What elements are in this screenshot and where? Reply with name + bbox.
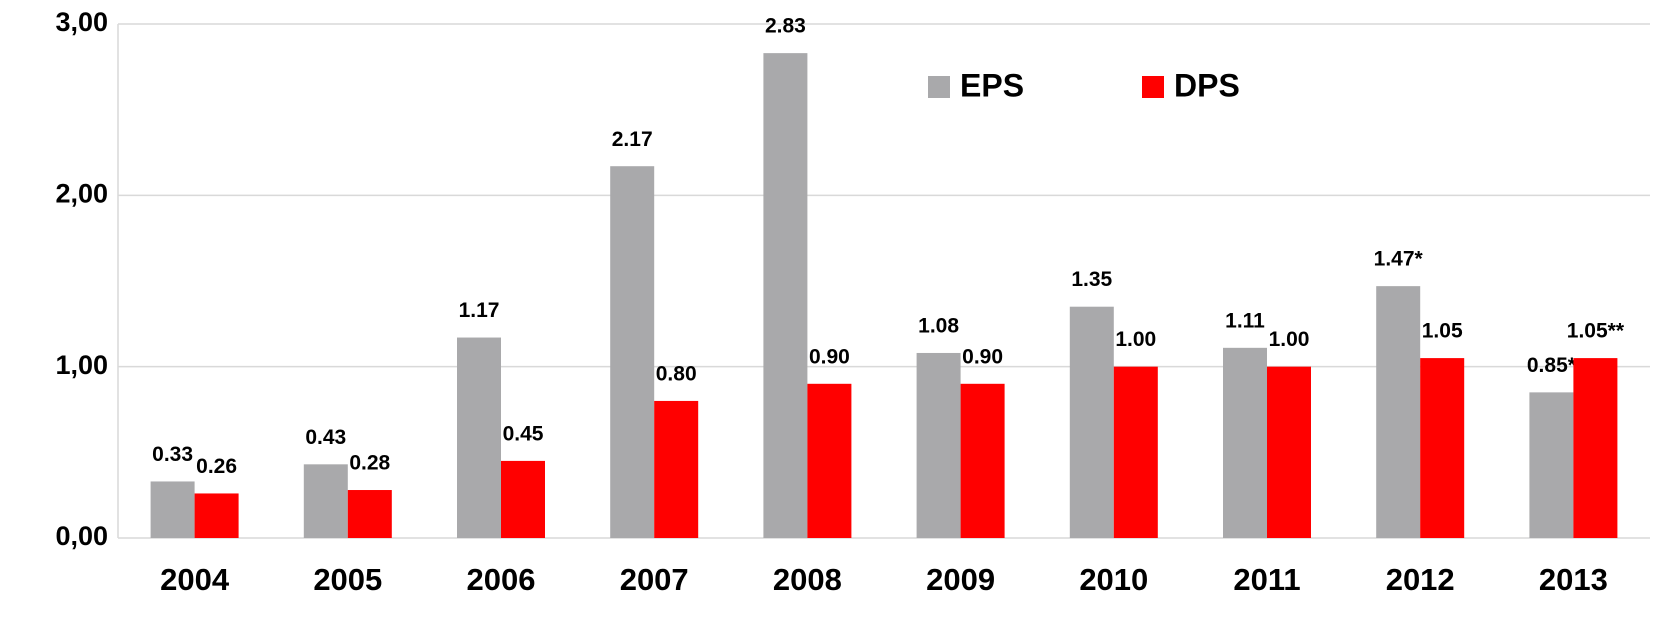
bar: [194, 493, 239, 538]
x-tick-label: 2006: [467, 562, 536, 597]
bar: [457, 337, 501, 538]
data-label: 1.47*: [1374, 248, 1424, 271]
data-label: 0.33: [152, 443, 193, 466]
x-tick-label: 2013: [1539, 562, 1608, 597]
data-label: 1.00: [1115, 328, 1156, 351]
x-tick-label: 2008: [773, 562, 842, 597]
x-tick-label: 2012: [1386, 562, 1455, 597]
bar: [916, 352, 961, 538]
bar: [501, 460, 545, 538]
data-label: 1.08: [918, 315, 959, 338]
bar: [763, 53, 808, 538]
data-label: 0.43: [305, 426, 346, 449]
bar: [303, 464, 348, 538]
data-label: 1.00: [1269, 328, 1310, 351]
data-label: 0.90: [809, 345, 850, 368]
bar: [1113, 366, 1158, 538]
data-label: 0.80: [656, 362, 697, 385]
x-tick-label: 2007: [620, 562, 689, 597]
bar: [1267, 366, 1311, 538]
data-label: 2.17: [612, 128, 653, 151]
data-label: 0.85*: [1527, 354, 1577, 377]
data-label: 0.26: [196, 455, 237, 478]
bar: [1376, 286, 1421, 538]
data-label: 2.83: [765, 15, 806, 38]
legend-swatch: [1142, 76, 1164, 98]
data-label: 1.11: [1225, 309, 1265, 332]
bar: [1573, 358, 1618, 538]
legend-label: DPS: [1174, 67, 1240, 103]
data-label: 1.05: [1422, 320, 1463, 343]
x-tick-label: 2004: [160, 562, 230, 597]
data-label: 1.35: [1071, 268, 1112, 291]
bar: [1223, 347, 1267, 538]
y-tick-label: 0,00: [55, 521, 108, 551]
x-tick-label: 2010: [1079, 562, 1148, 597]
data-label: 0.28: [349, 452, 390, 475]
bar: [807, 383, 852, 538]
bar: [1529, 392, 1574, 538]
y-tick-label: 2,00: [55, 178, 108, 208]
bar: [654, 400, 699, 538]
data-label: 0.90: [962, 345, 1003, 368]
y-tick-label: 1,00: [55, 350, 108, 380]
bar: [610, 166, 655, 538]
bar: [150, 481, 195, 538]
bar: [960, 383, 1005, 538]
x-tick-label: 2009: [926, 562, 995, 597]
bar: [1420, 358, 1465, 538]
y-tick-label: 3,00: [55, 7, 108, 37]
data-label: 1.05**: [1567, 320, 1625, 343]
data-label: 0.45: [503, 422, 544, 445]
bar: [347, 490, 392, 538]
x-tick-label: 2011: [1233, 562, 1300, 597]
bar: [1069, 306, 1114, 538]
legend-label: EPS: [960, 67, 1024, 103]
data-label: 1.17: [459, 299, 500, 322]
x-tick-label: 2005: [313, 562, 382, 597]
legend-swatch: [928, 76, 950, 98]
